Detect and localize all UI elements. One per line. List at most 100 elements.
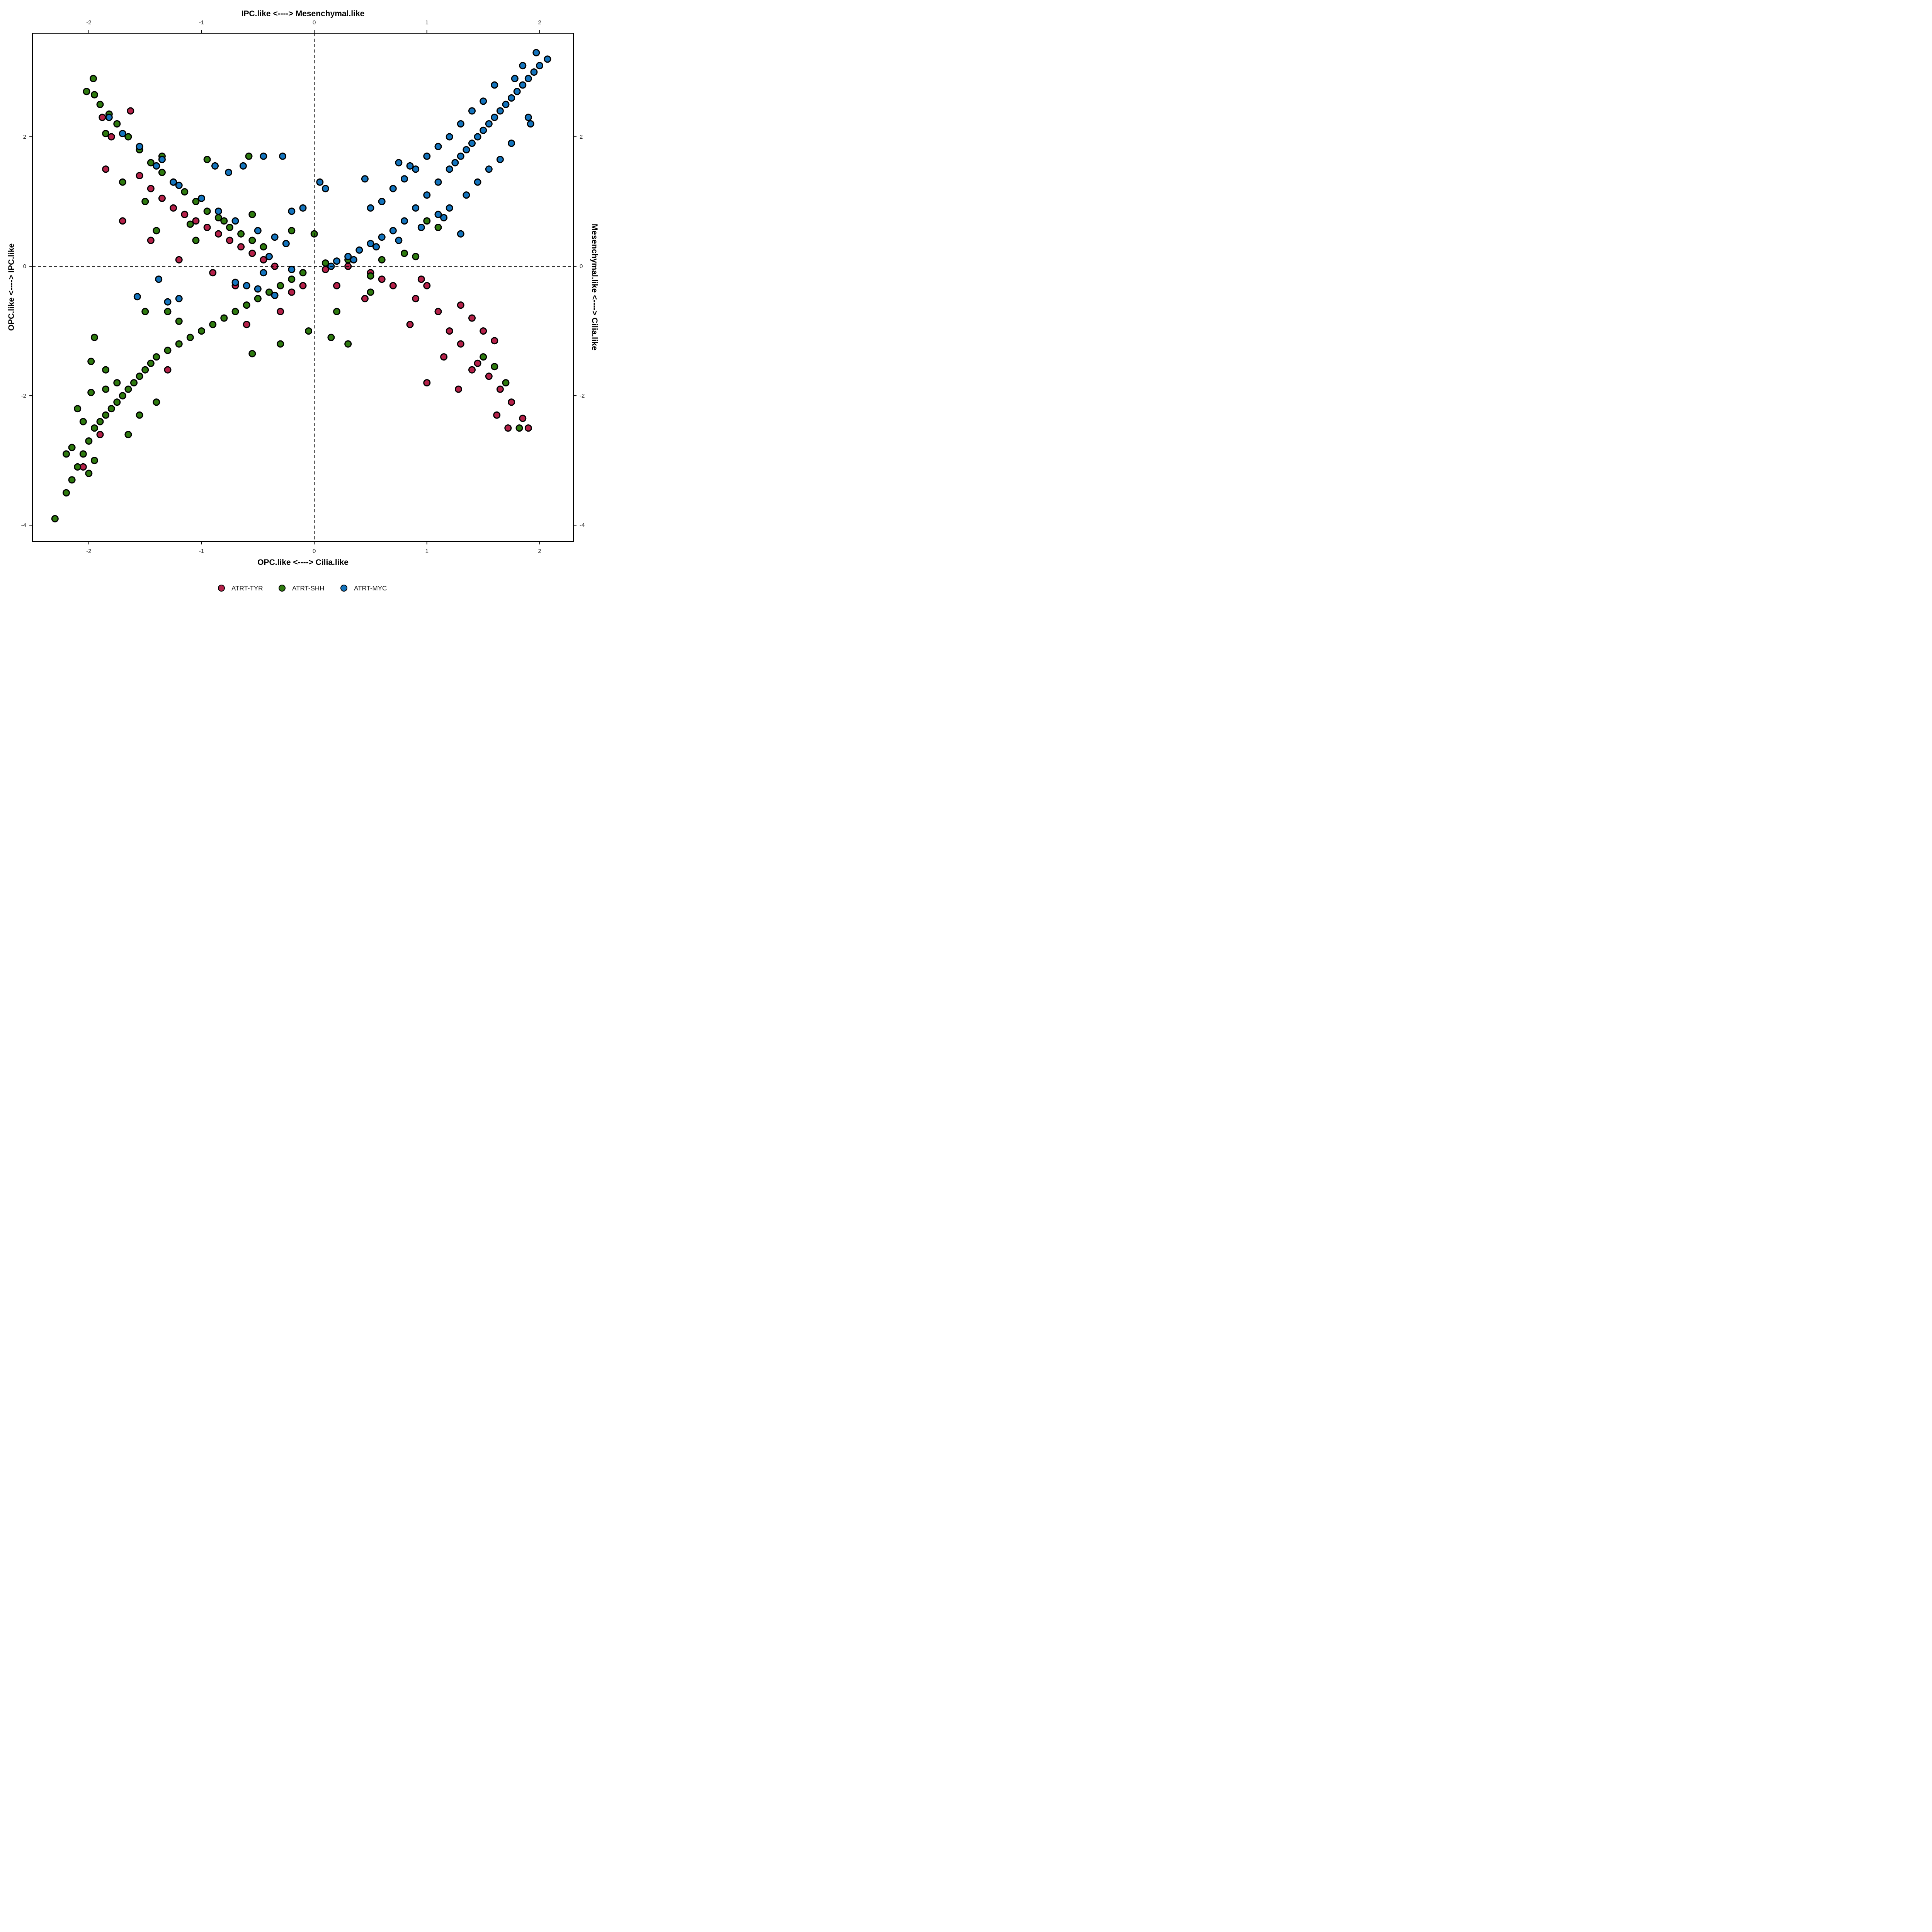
top-tick-label: -1 xyxy=(199,19,204,26)
data-point-atrt-shh-97 xyxy=(502,379,510,387)
data-point-atrt-myc-22 xyxy=(389,227,397,235)
data-point-atrt-shh-93 xyxy=(367,272,374,280)
data-point-atrt-tyr-34 xyxy=(485,372,493,380)
data-point-atrt-myc-67 xyxy=(105,114,113,121)
data-point-atrt-myc-19 xyxy=(423,191,431,199)
legend-label-tyr: ATRT-TYR xyxy=(231,585,263,592)
data-point-atrt-shh-99 xyxy=(367,288,374,296)
data-point-atrt-tyr-47 xyxy=(417,276,425,283)
data-point-atrt-tyr-29 xyxy=(412,295,420,303)
data-point-atrt-myc-94 xyxy=(440,214,448,221)
data-point-atrt-tyr-30 xyxy=(434,308,442,315)
data-point-atrt-tyr-1 xyxy=(107,133,115,141)
data-point-atrt-myc-17 xyxy=(446,165,453,173)
data-point-atrt-shh-12 xyxy=(124,385,132,393)
data-point-atrt-shh-36 xyxy=(102,385,110,393)
data-point-atrt-tyr-52 xyxy=(378,276,386,283)
top-tick-label: -2 xyxy=(86,19,91,26)
data-point-atrt-myc-15 xyxy=(457,152,464,160)
data-point-atrt-myc-43 xyxy=(524,114,532,121)
data-point-atrt-myc-4 xyxy=(519,81,527,89)
data-point-atrt-shh-16 xyxy=(147,359,155,367)
data-point-atrt-shh-47 xyxy=(102,366,110,374)
data-point-atrt-shh-89 xyxy=(434,224,442,231)
data-point-atrt-myc-58 xyxy=(299,204,307,212)
bottom-tick-label: 1 xyxy=(425,548,429,554)
data-point-atrt-shh-22 xyxy=(209,321,217,328)
data-point-atrt-tyr-6 xyxy=(147,185,155,192)
data-point-atrt-tyr-5 xyxy=(136,172,143,179)
data-point-atrt-shh-23 xyxy=(220,314,228,322)
data-point-atrt-shh-58 xyxy=(90,91,98,99)
data-point-atrt-tyr-50 xyxy=(468,366,476,374)
data-point-atrt-myc-71 xyxy=(175,182,183,189)
data-point-atrt-myc-73 xyxy=(214,207,222,215)
left-tick-label: -2 xyxy=(21,393,26,399)
data-point-atrt-myc-28 xyxy=(532,49,540,56)
right-tick-label: 2 xyxy=(580,134,583,140)
bottom-tick-label: -2 xyxy=(86,548,91,554)
data-point-atrt-shh-85 xyxy=(248,211,256,218)
data-point-atrt-shh-79 xyxy=(245,152,253,160)
data-point-atrt-myc-11 xyxy=(480,126,487,134)
data-point-atrt-tyr-39 xyxy=(480,327,487,335)
data-point-atrt-myc-6 xyxy=(508,94,515,102)
data-point-atrt-tyr-23 xyxy=(277,308,284,315)
data-point-atrt-tyr-33 xyxy=(474,359,481,367)
data-point-atrt-tyr-7 xyxy=(158,194,166,202)
data-point-atrt-shh-92 xyxy=(378,256,386,264)
data-point-atrt-shh-72 xyxy=(237,230,245,238)
plot-background xyxy=(0,0,604,604)
data-point-atrt-myc-24 xyxy=(367,240,374,247)
data-point-atrt-shh-35 xyxy=(87,389,95,396)
data-point-atrt-tyr-41 xyxy=(457,301,464,309)
data-point-atrt-shh-21 xyxy=(198,327,205,335)
data-point-atrt-shh-42 xyxy=(153,398,160,406)
left-tick-label: -4 xyxy=(21,522,26,529)
data-point-atrt-tyr-54 xyxy=(96,431,104,439)
data-point-atrt-shh-18 xyxy=(164,347,172,354)
data-point-atrt-myc-32 xyxy=(480,97,487,105)
data-point-atrt-myc-46 xyxy=(496,156,504,163)
data-point-atrt-tyr-0 xyxy=(99,114,106,121)
data-point-atrt-tyr-8 xyxy=(170,204,177,212)
data-point-atrt-myc-92 xyxy=(395,236,403,244)
data-point-atrt-shh-46 xyxy=(87,357,95,365)
left-tick-label: 0 xyxy=(23,263,26,270)
legend-label-myc: ATRT-MYC xyxy=(354,585,387,592)
data-point-atrt-myc-37 xyxy=(423,152,431,160)
data-point-atrt-tyr-58 xyxy=(288,288,296,296)
legend: ATRT-TYR ATRT-SHH ATRT-MYC xyxy=(218,585,387,592)
data-point-atrt-myc-18 xyxy=(434,178,442,186)
data-point-atrt-myc-12 xyxy=(474,133,481,141)
data-point-atrt-myc-52 xyxy=(457,230,464,238)
data-point-atrt-myc-0 xyxy=(544,55,551,63)
data-point-atrt-shh-55 xyxy=(305,327,313,335)
data-point-atrt-myc-88 xyxy=(288,265,296,273)
data-point-atrt-shh-84 xyxy=(220,217,228,225)
data-point-atrt-shh-13 xyxy=(130,379,138,387)
data-point-atrt-myc-21 xyxy=(401,217,408,225)
data-point-atrt-shh-40 xyxy=(124,431,132,439)
bottom-tick-label: -1 xyxy=(199,548,204,554)
data-point-atrt-tyr-40 xyxy=(491,337,498,345)
data-point-atrt-myc-8 xyxy=(496,107,504,115)
data-point-atrt-myc-13 xyxy=(468,139,476,147)
data-point-atrt-tyr-31 xyxy=(446,327,453,335)
data-point-atrt-shh-98 xyxy=(333,308,340,315)
data-point-atrt-shh-29 xyxy=(288,276,296,283)
data-point-atrt-myc-20 xyxy=(412,204,420,212)
data-point-atrt-shh-45 xyxy=(90,333,98,341)
data-point-atrt-myc-76 xyxy=(271,233,279,241)
data-point-atrt-myc-68 xyxy=(119,130,126,138)
data-point-atrt-tyr-46 xyxy=(504,424,512,432)
data-point-atrt-tyr-57 xyxy=(243,321,250,328)
data-point-atrt-myc-44 xyxy=(527,120,534,128)
data-point-atrt-shh-64 xyxy=(147,159,155,167)
data-point-atrt-tyr-43 xyxy=(440,353,448,361)
data-point-atrt-shh-43 xyxy=(63,450,70,458)
data-point-atrt-myc-51 xyxy=(434,211,442,218)
data-point-atrt-shh-59 xyxy=(96,100,104,108)
data-point-atrt-shh-26 xyxy=(254,295,262,303)
data-point-atrt-tyr-42 xyxy=(468,314,476,322)
